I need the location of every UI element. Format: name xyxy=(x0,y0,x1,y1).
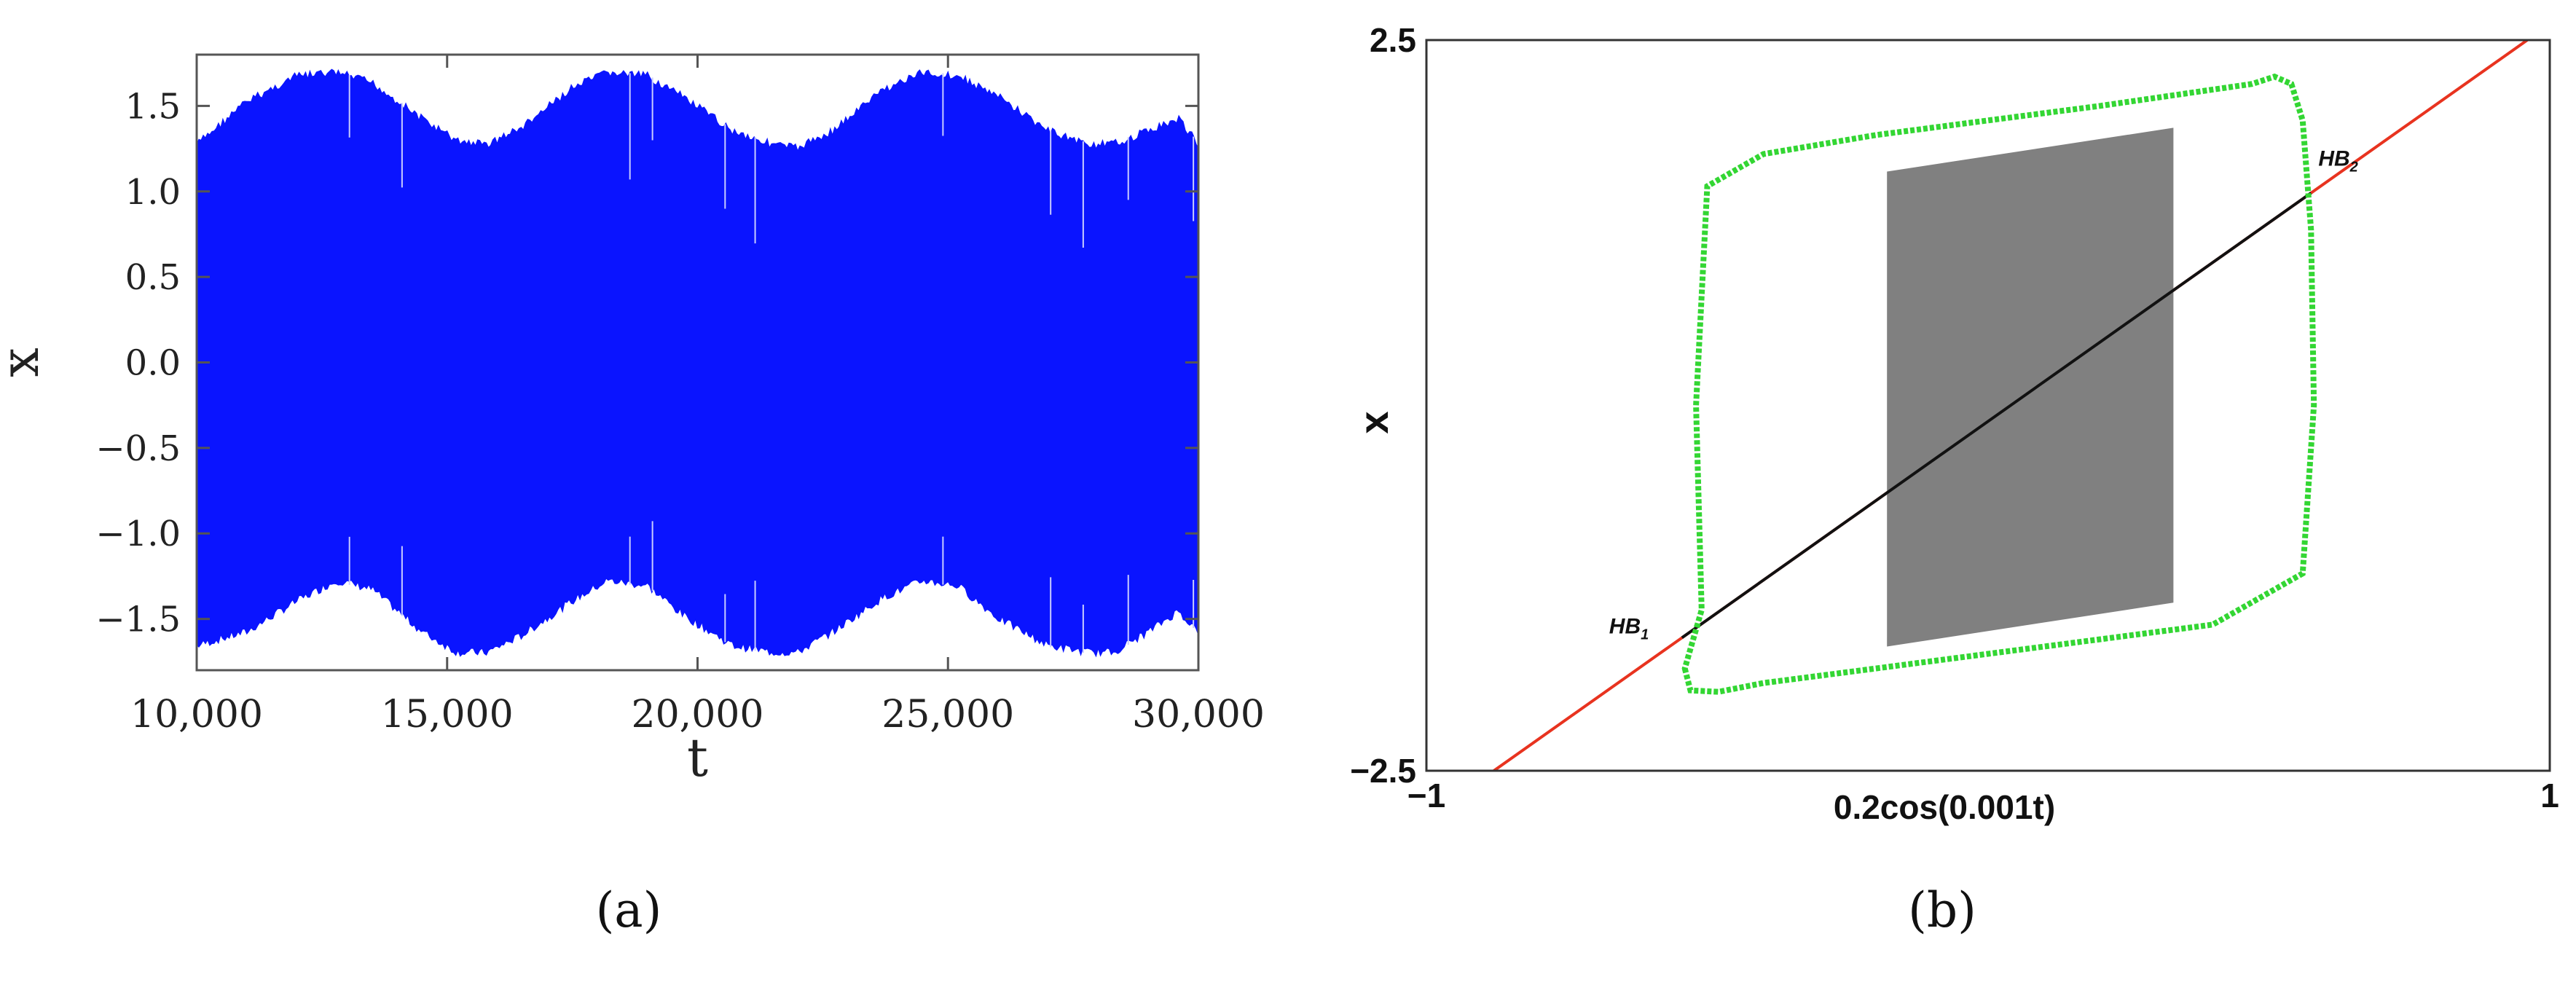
panel-a: 10,000 15,000 20,000 25,000 30,000 1.5 1.0 0.5… xyxy=(0,53,1265,938)
panel-label-a: (a) xyxy=(596,882,662,938)
limit-cycle-loop xyxy=(1681,73,2317,695)
annotation-hb1: HB1 xyxy=(1609,615,1649,643)
y-axis-label-b: x xyxy=(1351,411,1397,433)
equilibrium-line-stable xyxy=(1681,192,2312,640)
y-tick-label-b: 2.5 xyxy=(1370,21,1416,59)
x-ticks-a: 10,000 15,000 20,000 25,000 30,000 xyxy=(130,55,1265,736)
x-axis-label-a: t xyxy=(687,727,708,788)
x-tick-label-b: 1 xyxy=(2540,777,2559,814)
x-tick-label-a: 25,000 xyxy=(881,693,1014,736)
x-tick-label-a: 10,000 xyxy=(130,693,263,736)
annotation-hb2: HB2 xyxy=(2318,146,2357,175)
x-tick-label-a: 15,000 xyxy=(381,693,514,736)
y-ticks-b: 2.5 −2.5 xyxy=(1350,21,1416,790)
y-tick-label-a: 0.0 xyxy=(125,343,181,384)
panel-b: −1 1 2.5 −2.5 HB1 HB2 0.2cos(0.001t) x (b) xyxy=(1350,21,2559,938)
x-tick-label-a: 20,000 xyxy=(632,693,764,736)
x-tick-label-a: 30,000 xyxy=(1132,693,1265,736)
y-tick-label-a: −1.0 xyxy=(95,514,181,554)
y-axis-label-a: x xyxy=(0,347,50,377)
series-a-band xyxy=(196,68,1199,658)
panel-label-b: (b) xyxy=(1908,882,1976,938)
y-tick-label-b: −2.5 xyxy=(1350,752,1416,790)
plot-frame-b xyxy=(1425,39,2551,772)
x-axis-label-b: 0.2cos(0.001t) xyxy=(1834,788,2055,826)
y-tick-label-a: −1.5 xyxy=(95,600,181,640)
x-tick-label-b: −1 xyxy=(1407,777,1445,814)
oscillation-band xyxy=(1887,127,2174,647)
y-tick-label-a: 1.5 xyxy=(125,86,181,127)
y-ticks-a: 1.5 1.0 0.5 0.0 −0.5 −1.0 −1.5 xyxy=(95,86,1198,640)
series-a-envelope xyxy=(196,68,1199,658)
y-tick-label-a: 1.0 xyxy=(125,172,181,213)
annotations-b: HB1 HB2 xyxy=(1609,146,2358,643)
x-ticks-b: −1 1 xyxy=(1407,777,2559,814)
y-tick-label-a: 0.5 xyxy=(125,257,181,298)
y-tick-label-a: −0.5 xyxy=(95,428,181,469)
